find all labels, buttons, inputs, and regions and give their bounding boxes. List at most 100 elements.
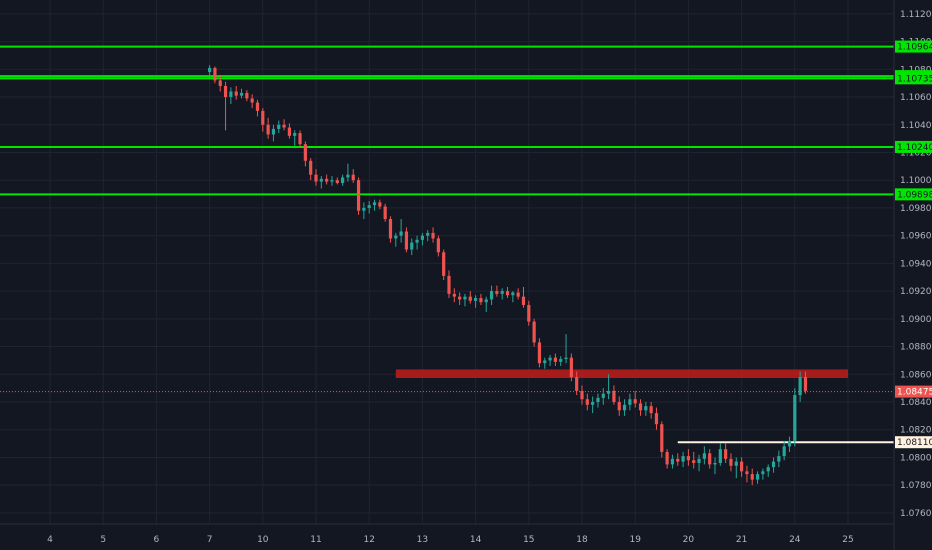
candle-body — [495, 291, 499, 294]
candle-body — [591, 402, 595, 405]
candle-body — [559, 359, 563, 362]
candle-body — [660, 424, 664, 452]
candle-body — [697, 458, 701, 464]
x-tick-label: 18 — [576, 535, 588, 545]
candle-body — [404, 231, 409, 250]
candle-body — [298, 133, 302, 145]
time-axis[interactable]: 4 5 6 7 10 11 12 13 14 15 18 19 20 21 24 25 — [47, 535, 854, 545]
candle-body — [346, 174, 350, 178]
candle-body — [314, 174, 318, 182]
candle-body — [511, 292, 515, 296]
candle-body — [250, 98, 254, 103]
candle-body — [351, 174, 355, 181]
candle-body — [521, 296, 526, 305]
candle-body — [500, 291, 504, 294]
level-price-tag: 1.10240 — [897, 143, 932, 153]
x-tick-label: 14 — [470, 535, 482, 545]
candle-body — [277, 124, 281, 129]
candle-body — [702, 453, 706, 459]
x-tick-label: 4 — [47, 535, 53, 545]
candle-body — [718, 449, 722, 464]
candle-body — [282, 124, 286, 128]
candle-body — [745, 471, 749, 475]
candle-body — [426, 232, 430, 236]
candle-body — [293, 133, 297, 136]
candle-body — [335, 180, 339, 183]
candle-body — [644, 406, 648, 411]
candle-body — [399, 231, 403, 236]
candle-body — [463, 296, 467, 300]
candle-body — [585, 399, 589, 405]
candle-body — [654, 413, 659, 425]
candle-body — [564, 357, 568, 360]
candle-body — [234, 91, 238, 96]
y-tick-label: 1.09000 — [900, 315, 932, 325]
y-tick-label: 1.10600 — [900, 93, 932, 103]
candle-body — [569, 357, 573, 378]
price-tags: 1.109641.107511.107351.102401.098981.081… — [895, 40, 932, 449]
candle-body — [729, 458, 733, 466]
candle-body — [208, 67, 212, 73]
candle-body — [458, 296, 462, 300]
candle-body — [245, 92, 249, 99]
candle-body — [442, 252, 446, 276]
candle-body — [649, 406, 653, 414]
candle-body — [708, 453, 712, 465]
candle-body — [543, 360, 547, 364]
candle-body — [356, 180, 361, 211]
candle-body — [734, 461, 738, 466]
candle-body — [383, 206, 387, 220]
horizontal-levels — [0, 45, 894, 444]
candle-body — [670, 458, 675, 465]
y-tick-label: 1.07600 — [900, 509, 932, 519]
candle-body — [692, 460, 696, 464]
current-price-tag: 1.08475 — [897, 388, 932, 398]
y-tick-label: 1.07800 — [900, 481, 932, 491]
x-tick-label: 19 — [629, 535, 641, 545]
candle-body — [319, 178, 323, 182]
candle-body — [532, 321, 536, 343]
x-tick-label: 10 — [257, 535, 269, 545]
candle-body — [452, 293, 456, 297]
x-tick-label: 7 — [207, 535, 213, 545]
level-price-tag: 1.10735 — [897, 74, 932, 84]
candle-body — [740, 461, 744, 472]
candle-body — [410, 242, 414, 250]
x-tick-label: 6 — [154, 535, 160, 545]
x-tick-label: 20 — [683, 535, 695, 545]
candle-body — [803, 377, 808, 391]
y-tick-label: 1.10400 — [900, 121, 932, 131]
x-tick-label: 13 — [417, 535, 428, 545]
level-price-tag: 1.10964 — [897, 43, 932, 53]
candle-body — [617, 402, 621, 411]
y-tick-label: 1.08000 — [900, 453, 932, 463]
level-price-tag-bg — [895, 40, 932, 53]
candle-body — [553, 357, 557, 362]
candle-body — [724, 449, 728, 459]
x-tick-label: 25 — [842, 535, 853, 545]
y-tick-label: 1.09800 — [900, 204, 932, 214]
candle-body — [394, 235, 398, 239]
candle-body — [271, 128, 276, 135]
y-tick-label: 1.08600 — [900, 370, 932, 380]
candle-body — [309, 160, 313, 175]
y-tick-label: 1.09200 — [900, 287, 932, 297]
y-tick-label: 1.10000 — [900, 176, 932, 186]
level-price-tag-bg — [895, 188, 932, 201]
candle-body — [255, 102, 260, 111]
candle-body — [761, 471, 765, 475]
x-tick-label: 21 — [736, 535, 747, 545]
candle-body — [261, 110, 265, 125]
candle-body — [622, 404, 627, 411]
candle-body — [516, 292, 520, 297]
candle-body — [489, 291, 494, 300]
candle-body — [633, 399, 637, 404]
y-tick-label: 1.09600 — [900, 232, 932, 242]
candle-body — [638, 403, 643, 411]
candle-body — [325, 178, 329, 182]
candle-body — [218, 80, 222, 86]
candle-body — [223, 85, 228, 98]
candle-body — [287, 127, 291, 136]
y-tick-label: 1.11200 — [900, 10, 932, 20]
